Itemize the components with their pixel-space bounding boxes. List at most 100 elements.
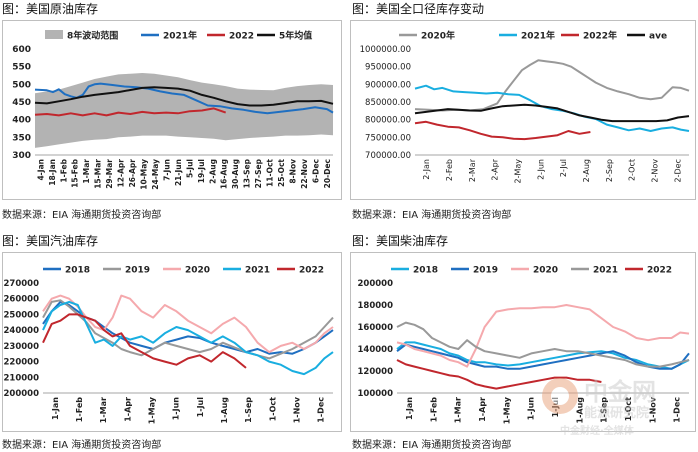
y-tick-label: 500 [12,80,31,90]
legend-label: 2019 [125,266,150,276]
x-tick-label: 11-Oct [266,159,275,187]
x-tick-label: 1-Oct [268,397,277,421]
panel-source: 数据来源：EIA 海通期货投资咨询部 [352,440,512,451]
series-line [34,86,334,107]
x-tick-label: 19-Jul [197,159,206,183]
x-tick-label: 2-Mar [468,158,477,182]
x-tick-label: 5-Jul [185,159,194,178]
y-tick-label: 950000.00 [365,63,411,73]
crude-inventory-panel: 图：美国原油库存 300 350 400 450 500 550 600 4-Jan 18-Ja… [0,0,345,226]
legend-label: 2020 [533,266,558,276]
x-tick-label: 1-Aug [220,397,229,424]
legend-label: 2020年 [421,30,455,42]
x-tick-label: 1-Feb [59,158,68,182]
panel-source: 数据来源：EIA 海通期货投资咨询部 [2,440,162,451]
series-line [42,294,334,354]
y-tick-label: 250000 [4,310,40,320]
y-tick-label: 1000000.00 [360,45,411,55]
x-tick-label: 2-Apr [491,158,500,180]
chart-frame: 300 350 400 450 500 550 600 4-Jan 18-Jan 1-Feb 15-… [2,20,342,200]
x-tick-label: 1-Oct [624,397,633,421]
legend-label: 2021年 [521,30,555,42]
total-inventory-chart: 700000.00 750000.00 800000.00 850000.00 9000… [360,30,690,184]
series-line [42,313,247,369]
y-tick-label: 700000.00 [365,151,411,161]
y-tick-label: 240000 [4,326,40,336]
panel-title: 图：美国汽油库存 [2,234,99,248]
x-tick-label: 1-May [502,396,511,424]
x-tick-label: 27-Sep [254,158,263,188]
x-tick-label: 1-Aug [575,397,584,424]
x-tick-label: 8-Nov [289,159,298,184]
legend-label: 2022 [647,266,672,276]
x-tick-label: 1-Sep [244,397,253,423]
legend-label: 2018 [65,266,90,276]
watermark-line3: 中金财经·全媒体 [560,426,634,437]
x-tick-label: 2-Jun [536,159,545,180]
range-band [35,73,333,148]
watermark-logo-icon [542,378,578,414]
x-tick-label: 2-Sep [605,159,614,182]
x-tick-label: 20-Dec [323,159,332,188]
x-tick-label: 1-Jan [51,397,60,420]
panel-title: 图：美国全口径库存变动 [352,2,485,16]
x-tick-label: 6-Dec [311,159,320,183]
total-inventory-panel: 图：美国全口径库存变动 700000.00 750000.00 800000.00 8… [350,0,698,226]
panel-title: 图：美国柴油库存 [352,234,449,248]
y-tick-label: 230000 [4,342,40,352]
chart-frame: 700000.00 750000.00 800000.00 850000.00 9000… [350,20,696,200]
x-tick-label: 29-Mar [105,159,114,189]
y-tick-label: 260000 [4,295,40,305]
gasoline-inventory-chart: 200000 210000 220000 230000 240000 250000 2600… [4,266,334,424]
x-tick-label: 24-May [151,159,160,190]
y-tick-label: 850000.00 [365,98,411,108]
series-line [396,343,690,370]
x-tick-label: 18-Jan [48,159,57,186]
y-tick-label: 450 [12,98,31,108]
watermark-brand: 中金网 [584,378,656,406]
series-line [34,82,334,115]
x-tick-label: 26-Apr [128,159,137,188]
panel-title: 图：美国原油库存 [2,2,99,16]
x-tick-label: 1-Sep [600,397,609,423]
series-line [42,300,334,355]
x-tick-label: 22-Nov [300,159,309,189]
x-tick-label: 15-Feb [71,158,80,187]
x-tick-label: 1-Mar [454,397,463,423]
x-tick-label: 21-Jun [174,159,183,186]
x-tick-label: 1-Dec [673,397,682,423]
y-tick-label: 800000.00 [365,116,411,126]
x-tick-label: 1-Dec [317,397,326,423]
x-tick-label: 2-Aug [208,159,217,184]
x-tick-label: 10-May [140,159,149,190]
x-tick-label: 2-Oct [628,159,637,181]
y-tick-label: 270000 [4,279,40,289]
x-tick-label: 2-May [514,159,523,184]
x-tick-label: 2-Nov [651,159,660,183]
x-tick-label: 1-Apr [478,397,487,422]
y-tick-label: 300 [12,151,31,161]
x-tick-label: 7-Jun [162,159,171,181]
legend-swatch [45,30,63,39]
x-tick-label: 1-Apr [123,397,132,422]
x-tick-label: 2-Aug [582,159,591,182]
y-tick-label: 600 [12,45,31,55]
x-tick-label: 1-Jun [527,397,536,421]
x-tick-label: 12-Apr [117,159,126,188]
watermark: 中金网 能源研究院 中金财经·全媒体 [540,368,690,438]
y-tick-label: 180000 [358,301,394,311]
y-tick-label: 160000 [358,323,394,333]
legend-label: 2020 [185,266,210,276]
series-line [396,341,690,370]
y-tick-label: 200000 [4,389,40,399]
x-tick-label: 1-Mar [82,159,91,184]
diesel-inventory-panel: 图：美国柴油库存 100000 120000 140000 160000 180000 2… [350,232,698,452]
y-tick-label: 350 [12,133,31,143]
y-tick-label: 200000 [358,279,394,289]
y-tick-label: 400 [12,116,31,126]
legend-label: 5年均值 [279,30,312,42]
y-tick-label: 220000 [4,358,40,368]
y-tick-label: 550 [12,63,31,73]
y-tick-label: 900000.00 [365,80,411,90]
gasoline-inventory-panel: 图：美国汽油库存 200000 210000 220000 230000 240000 2… [0,232,345,452]
